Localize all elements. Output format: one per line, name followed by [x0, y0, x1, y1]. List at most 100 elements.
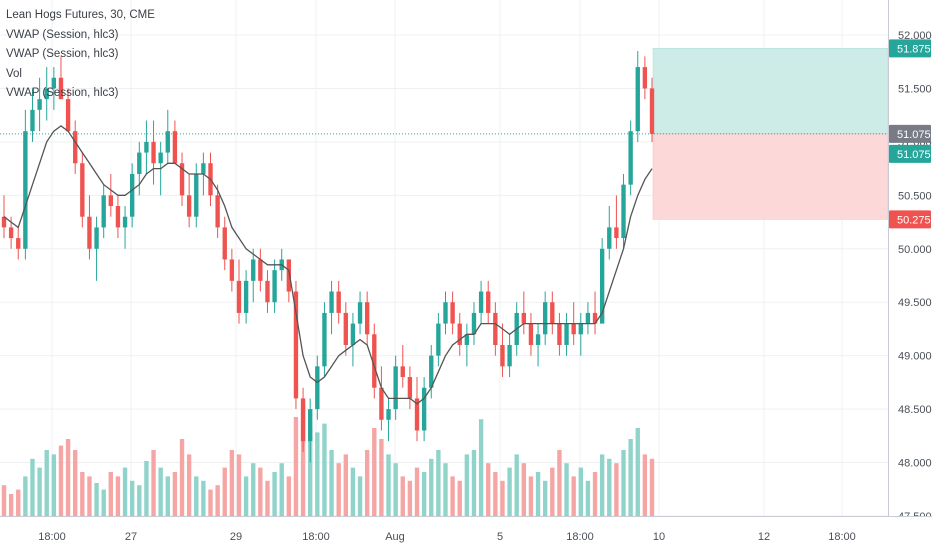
candle-body-21	[151, 141, 156, 164]
candle-body-35	[251, 259, 256, 281]
candle-body-14	[101, 195, 106, 228]
volume-bar-26	[186, 454, 192, 516]
volume-bar-81	[578, 467, 583, 516]
candle-body-69	[493, 312, 498, 345]
legend-indicator-vwap-1[interactable]: VWAP (Session, hlc3)	[6, 28, 119, 41]
time-tick-label-9: 18:00	[828, 531, 856, 543]
legend-symbol[interactable]: Lean Hogs Futures, 30, CME	[6, 9, 155, 21]
volume-bar-22	[158, 467, 163, 516]
volume-bar-19	[137, 485, 142, 516]
volume-bar-56	[400, 476, 405, 516]
position-tool[interactable]	[0, 48, 889, 220]
volume-bar-68	[486, 463, 491, 516]
candle-body-48	[343, 312, 348, 345]
candle-body-73	[521, 312, 527, 324]
volume-bar-5	[37, 467, 42, 516]
volume-bar-89	[635, 428, 640, 516]
volume-bar-1	[8, 494, 14, 516]
candle-body-76	[543, 302, 548, 335]
candle-body-33	[236, 280, 242, 313]
price-tick-label-8: 51.500	[898, 83, 932, 95]
candle-body-42	[300, 398, 306, 442]
candle-body-41	[293, 291, 299, 399]
volume-bar-50	[357, 476, 363, 516]
candle-body-74	[528, 323, 534, 345]
candle-body-0	[1, 216, 7, 228]
time-tick-label-5: 5	[497, 531, 503, 543]
time-tick-label-3: 18:00	[302, 531, 330, 543]
candle-body-36	[258, 259, 263, 281]
volume-bar-51	[364, 450, 370, 516]
candle-body-31	[222, 227, 227, 260]
volume-bar-79	[564, 463, 569, 516]
time-tick-label-0: 18:00	[38, 531, 66, 543]
candle-body-28	[201, 163, 206, 174]
candle-body-66	[471, 312, 477, 335]
volume-bar-52	[372, 428, 377, 516]
volume-bar-7	[51, 454, 57, 516]
candle-body-2	[16, 238, 21, 249]
volume-bar-77	[550, 467, 555, 516]
volume-bar-32	[229, 450, 235, 516]
candle-body-53	[379, 387, 384, 420]
candle-body-9	[65, 99, 71, 132]
legend-indicator-vwap-2[interactable]: VWAP (Session, hlc3)	[6, 48, 119, 60]
candle-body-70	[500, 344, 505, 367]
candle-body-13	[94, 227, 99, 249]
vwap-path	[3, 125, 653, 405]
volume-bar-16	[115, 476, 121, 516]
candle-body-80	[571, 323, 576, 335]
candle-body-61	[436, 323, 441, 356]
volume-bar-30	[215, 485, 220, 516]
time-tick-label-2: 29	[230, 531, 242, 543]
volume-bar-73	[521, 463, 527, 516]
candle-body-10	[73, 131, 78, 164]
candle-body-50	[357, 302, 363, 324]
price-axis[interactable]: 47.50048.00048.50049.00049.50050.00050.5…	[888, 0, 932, 523]
time-tick-label-6: 18:00	[566, 531, 594, 543]
volume-bar-25	[179, 439, 185, 516]
volume-bars	[1, 406, 655, 516]
candle-body-7	[51, 77, 57, 89]
candle-body-62	[443, 302, 448, 324]
candle-body-5	[37, 99, 42, 110]
price-tick-label-9: 52.000	[898, 30, 932, 42]
last-price-tag: 51.075	[897, 149, 931, 161]
candle-body-51	[364, 302, 370, 335]
candle-body-18	[129, 173, 135, 217]
volume-bar-44	[315, 432, 320, 516]
candle-body-60	[429, 355, 434, 388]
volume-bar-57	[407, 480, 413, 516]
candle-body-67	[478, 291, 484, 313]
candle-body-44	[315, 366, 320, 410]
volume-bar-54	[386, 454, 391, 516]
volume-bar-72	[514, 454, 519, 516]
legend-indicator-vol[interactable]: Vol	[6, 67, 22, 80]
volume-bar-86	[614, 463, 619, 516]
candle-body-16	[115, 206, 121, 228]
candle-body-47	[336, 291, 341, 313]
legend-indicator-vwap-3[interactable]: VWAP (Session, hlc3)	[6, 87, 119, 99]
candle-body-26	[186, 195, 192, 217]
volume-bar-38	[272, 472, 277, 516]
volume-bar-70	[500, 480, 505, 516]
candle-body-38	[272, 270, 277, 303]
volume-bar-45	[322, 423, 327, 516]
price-tick-label-4: 49.500	[898, 297, 932, 309]
candle-body-34	[243, 280, 249, 313]
volume-bar-43	[308, 428, 313, 516]
volume-bar-29	[208, 489, 213, 516]
candle-body-15	[108, 195, 113, 207]
entry-price-tag: 51.075	[897, 129, 931, 141]
candle-body-1	[8, 227, 14, 239]
volume-bar-49	[350, 467, 356, 516]
candle-body-17	[122, 216, 128, 228]
volume-bar-82	[585, 480, 591, 516]
volume-bar-64	[457, 480, 462, 516]
time-axis[interactable]: 18:00 27 29 18:00 Aug 5 18:00 10 12 18:00	[0, 516, 932, 550]
candles	[1, 51, 655, 463]
vwap-line	[3, 125, 653, 405]
candle-body-58	[414, 398, 420, 431]
last-price-tag-bg	[889, 144, 931, 163]
